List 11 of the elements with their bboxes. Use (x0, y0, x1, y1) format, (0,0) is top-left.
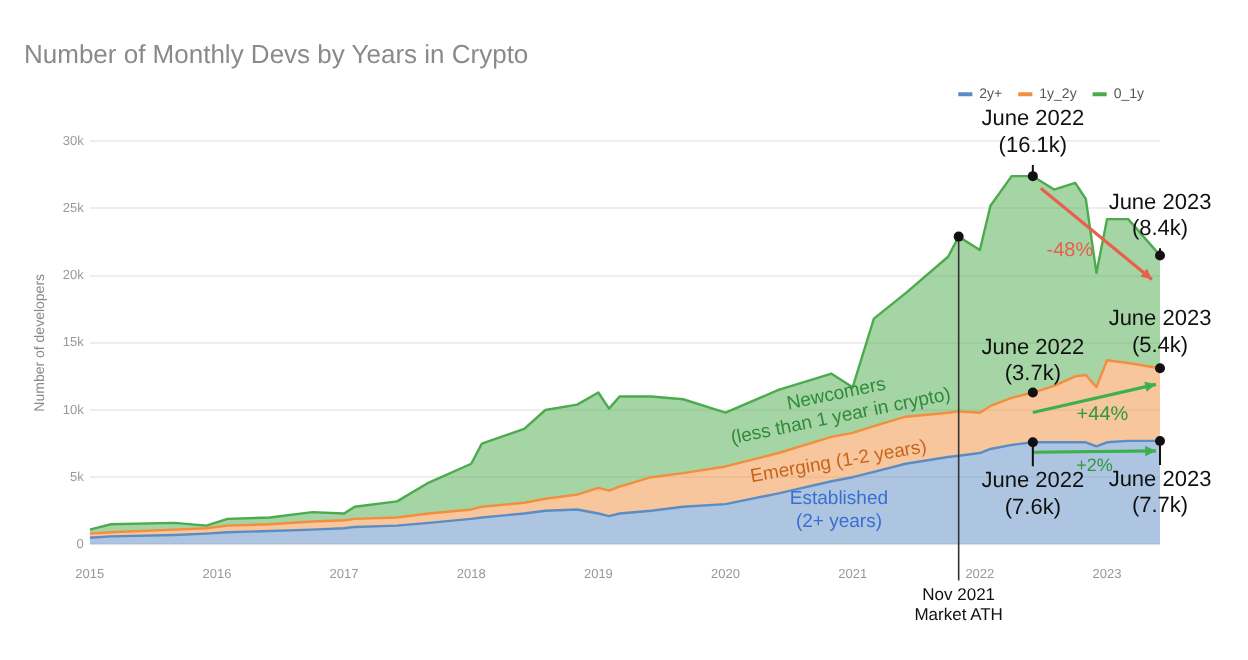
annotation: June 2023 (5.4k) (1108, 307, 1212, 358)
annotation: Established (2+ years) (789, 488, 889, 533)
annotation: June 2022 (16.1k) (981, 107, 1085, 158)
annotation: +2% (1076, 454, 1113, 475)
annotation: -48% (1046, 240, 1094, 263)
annotation: +44% (1076, 403, 1129, 426)
annotation: June 2023 (7.7k) (1108, 467, 1212, 519)
annotation: June 2022 (3.7k) (981, 335, 1085, 386)
chart-title: Number of Monthly Devs by Years in Crypto (24, 38, 529, 69)
annotation: June 2022 (7.6k) (981, 469, 1085, 520)
ref-line-label: Nov 2021 Market ATH (914, 583, 1003, 624)
